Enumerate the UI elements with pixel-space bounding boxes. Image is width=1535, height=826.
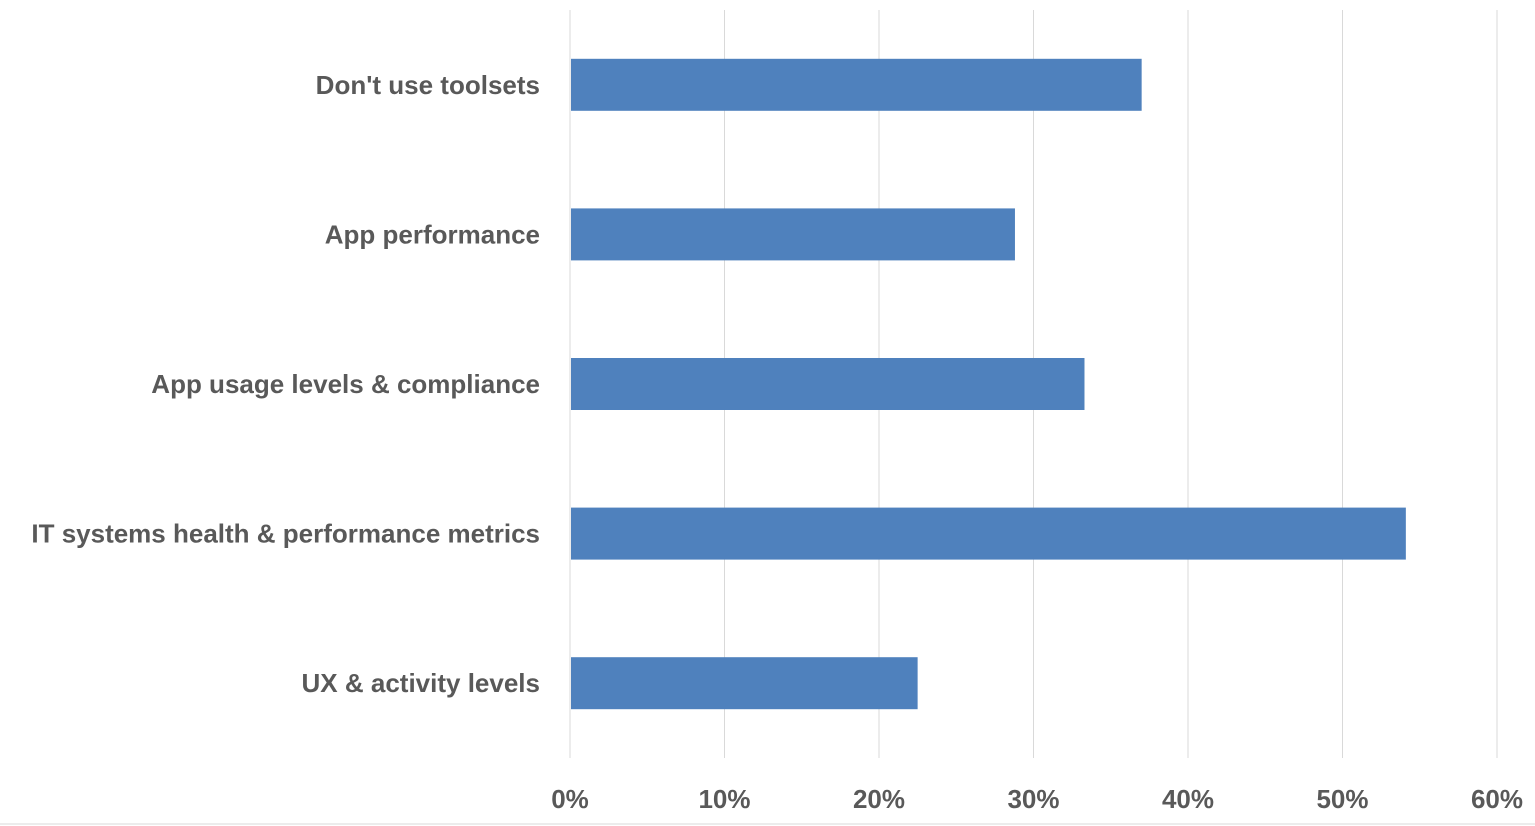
category-label: UX & activity levels bbox=[302, 668, 540, 698]
x-tick-label: 30% bbox=[1007, 784, 1059, 814]
x-tick-label: 40% bbox=[1162, 784, 1214, 814]
bars bbox=[571, 58, 1406, 710]
bar bbox=[571, 358, 1085, 410]
category-label: App usage levels & compliance bbox=[151, 369, 540, 399]
category-label: IT systems health & performance metrics bbox=[31, 519, 540, 549]
x-tick-label: 10% bbox=[698, 784, 750, 814]
x-axis-tick-labels: 0% 10% 20% 30% 40% 50% 60% bbox=[551, 784, 1523, 814]
x-tick-label: 20% bbox=[853, 784, 905, 814]
bar bbox=[571, 657, 918, 710]
x-tick-label: 60% bbox=[1471, 784, 1523, 814]
category-label: App performance bbox=[325, 219, 540, 249]
bar bbox=[571, 58, 1142, 111]
category-labels: Don't use toolsets App performance App usa… bbox=[31, 70, 540, 698]
x-tick-label: 0% bbox=[551, 784, 589, 814]
bar bbox=[571, 507, 1406, 560]
x-tick-label: 50% bbox=[1316, 784, 1368, 814]
category-label: Don't use toolsets bbox=[316, 70, 540, 100]
bar bbox=[571, 208, 1015, 261]
